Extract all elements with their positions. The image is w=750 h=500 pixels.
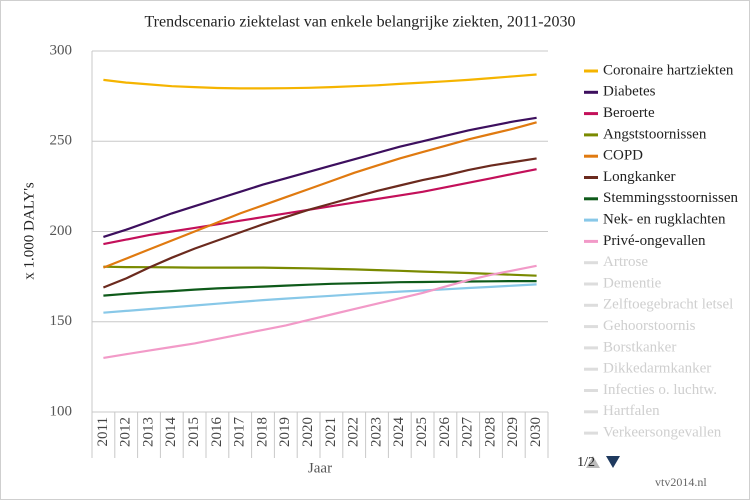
credit: vtv2014.nl	[655, 475, 707, 489]
y-tick-label: 100	[50, 403, 73, 419]
y-tick-label: 250	[50, 133, 73, 149]
legend-label-inactive: Borstkanker	[603, 339, 676, 355]
x-tick-label: 2020	[300, 417, 316, 447]
legend-label: Privé-ongevallen	[603, 233, 706, 249]
legend-label-inactive: Zelftoegebracht letsel	[603, 297, 733, 313]
x-tick-label: 2027	[460, 417, 476, 448]
chart-title: Trendscenario ziektelast van enkele bela…	[144, 14, 575, 31]
x-tick-label: 2012	[118, 417, 134, 447]
x-tick-label: 2029	[505, 417, 521, 447]
legend-label-inactive: Infecties o. luchtw.	[603, 382, 717, 398]
x-tick-label: 2018	[254, 417, 270, 447]
legend-label-inactive: Artrose	[603, 254, 648, 270]
series-line	[103, 264, 537, 359]
legend-label: Angststoornissen	[603, 126, 707, 142]
x-tick-label: 2021	[323, 417, 339, 447]
series-line	[103, 116, 537, 238]
y-axis-label: x 1.000 DALY's	[21, 182, 37, 280]
x-tick-label: 2019	[277, 417, 293, 447]
x-tick-label: 2014	[163, 417, 179, 448]
x-tick-label: 2023	[368, 417, 384, 447]
x-axis-label: Jaar	[308, 460, 332, 476]
legend-label: Beroerte	[603, 105, 655, 121]
series-line	[103, 73, 537, 90]
x-tick-label: 2024	[391, 417, 407, 448]
legend-label-inactive: Verkeersongevallen	[603, 425, 722, 441]
legend-label-inactive: Dikkedarmkanker	[603, 361, 711, 377]
legend-label: Longkanker	[603, 169, 675, 185]
y-tick-label: 200	[50, 223, 73, 239]
y-tick-label: 150	[50, 313, 73, 329]
series-line	[102, 157, 537, 289]
series-line	[103, 265, 537, 277]
x-tick-label: 2026	[437, 417, 453, 448]
x-tick-label: 2022	[346, 417, 362, 447]
page-next[interactable]	[606, 456, 620, 468]
x-tick-label: 2028	[482, 417, 498, 447]
legend-label: COPD	[603, 148, 643, 164]
legend-label-inactive: Dementie	[603, 275, 662, 291]
legend-label: Diabetes	[603, 84, 656, 100]
series-line	[103, 168, 537, 246]
legend-label-inactive: Hartfalen	[603, 403, 660, 419]
x-tick-label: 2025	[414, 417, 430, 447]
legend-label-inactive: Gehoorstoornis	[603, 318, 696, 334]
legend-label: Nek- en rugklachten	[603, 212, 726, 228]
legend-page: 1/2	[577, 455, 595, 470]
x-tick-label: 2016	[209, 417, 225, 448]
y-tick-label: 300	[50, 42, 73, 58]
x-tick-label: 2011	[95, 417, 111, 446]
legend-label: Stemmingsstoornissen	[603, 190, 739, 206]
series-line	[103, 283, 537, 314]
x-tick-label: 2017	[232, 417, 248, 448]
page-prev[interactable]	[586, 456, 600, 468]
x-tick-label: 2013	[140, 417, 156, 447]
legend-label: Coronaire hartziekten	[603, 62, 734, 78]
series-line	[102, 121, 537, 269]
x-tick-label: 2015	[186, 417, 202, 447]
x-tick-label: 2030	[528, 417, 544, 447]
